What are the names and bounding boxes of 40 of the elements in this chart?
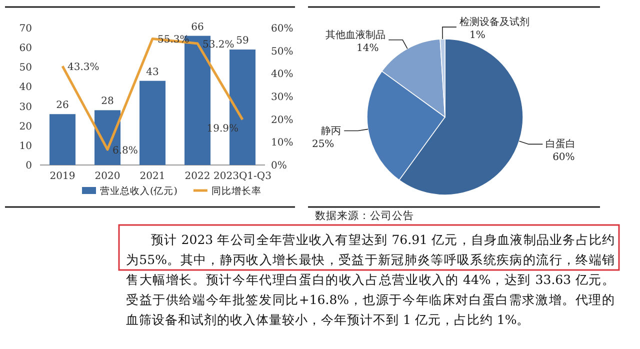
y2-tick-label: 20% xyxy=(271,114,294,126)
x-tick-label: 2020 xyxy=(94,171,120,182)
slice-label: 白蛋白 xyxy=(546,138,576,150)
data-label: 14% xyxy=(356,42,379,54)
y2-tick-label: 30% xyxy=(271,92,294,103)
x-tick-label: 2019 xyxy=(50,171,76,182)
slice-label: 静丙 xyxy=(321,124,342,137)
y2-tick-label: 50% xyxy=(271,46,294,58)
bar xyxy=(140,80,166,165)
bar xyxy=(50,114,76,165)
data-label: 66 xyxy=(191,22,204,33)
data-label: 28 xyxy=(101,96,114,108)
slice-label: 检测设备及试剂 xyxy=(459,16,530,28)
legend-label: 营业总收入(亿元) xyxy=(100,185,178,197)
y2-tick-label: 40% xyxy=(271,69,294,80)
data-label: 43 xyxy=(146,66,159,78)
y-tick-label: 10 xyxy=(19,140,32,152)
x-tick-label: 2022 xyxy=(184,171,210,182)
slice-label: 其他血液制品 xyxy=(326,28,386,41)
x-tick-label: 2023Q1-Q3 xyxy=(214,171,272,182)
y-tick-label: 70 xyxy=(19,24,32,34)
source-note: 数据来源：公司公告 xyxy=(315,209,414,222)
data-label: 59 xyxy=(236,36,249,47)
y-tick-label: 20 xyxy=(19,121,32,132)
y-tick-label: 30 xyxy=(19,102,32,113)
text: 预计 2023 年公司全年营业收入有望达到 76.91 亿元，自身血液制品业务占比约为55%。其中，静丙收入增长最快，受益于新冠肺炎等呼吸系统疾病的流行，终端销售大幅增长。预计今年代理白蛋白的收入占总营业收入的 44%，达到 33.63 亿元。受益于供给端今年批签发同比+16.8%，也源于今年临床对白蛋白需求激增。代理的血筛设备和试剂的收入体量较小，今年预计不到 1 亿元，占比约 1%。 xyxy=(125,231,616,329)
y-tick-label: 60 xyxy=(19,43,32,54)
data-label: 26 xyxy=(56,100,69,112)
data-label: 60% xyxy=(552,152,575,164)
y2-tick-label: 0% xyxy=(271,160,287,172)
legend-label: 同比增长率 xyxy=(211,185,262,197)
y-tick-label: 50 xyxy=(19,62,32,74)
data-label: 43.3% xyxy=(68,62,100,74)
data-label: 25% xyxy=(312,138,334,150)
y2-tick-label: 60% xyxy=(271,24,294,34)
y-tick-label: 0 xyxy=(26,160,32,172)
y-tick-label: 40 xyxy=(19,82,32,94)
y2-tick-label: 10% xyxy=(271,138,294,149)
x-tick-label: 2021 xyxy=(140,171,166,182)
data-label: 1% xyxy=(469,30,486,42)
